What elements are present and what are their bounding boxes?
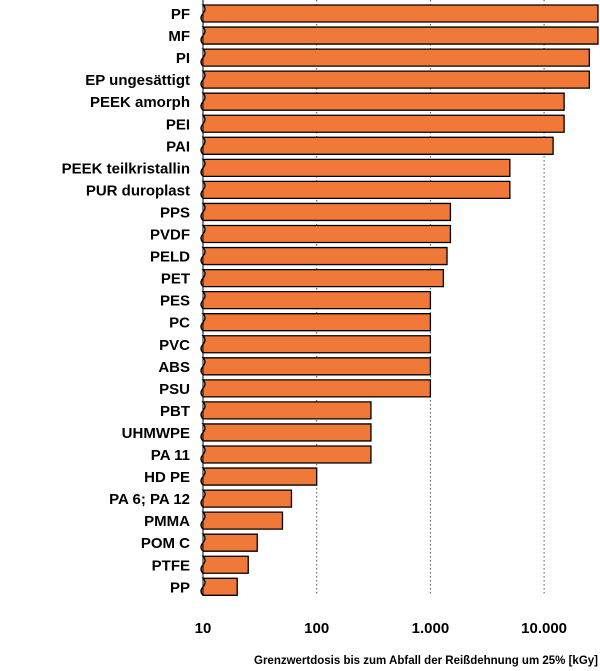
bar [200,246,448,266]
bar [200,48,590,67]
bar [200,577,238,596]
category-label: MF [168,28,190,45]
x-tick-label: 10 [195,620,212,637]
bar [200,224,452,244]
bar [200,379,432,398]
bar [200,136,554,155]
category-label: ABS [158,359,190,376]
category-label: PMMA [144,513,190,530]
category-label: PES [160,293,190,310]
category-label: PELD [150,249,190,266]
bar [200,357,432,376]
bar [200,511,284,530]
bar [200,70,590,89]
bar [200,313,432,332]
category-label: PEEK amorph [90,94,190,111]
bars [200,4,599,596]
bar [200,202,452,222]
category-label: PA 11 [151,447,190,464]
category-label: PC [169,315,190,332]
bar [200,533,258,552]
category-label: PVC [159,337,190,354]
bar [200,423,372,442]
bar [200,335,432,354]
grid-lines [316,0,545,596]
x-axis-title: Grenzwertdosis bis zum Abfall der Reißde… [254,655,598,667]
category-label: PTFE [152,557,190,574]
x-tick-label: 10.000 [521,620,567,637]
bar [200,180,511,200]
category-label: PUR duroplast [86,182,190,199]
category-labels: PF MF PI EP ungesättigt PEEK amorph PEI PAI PEE… [62,6,191,596]
bar [200,268,445,288]
category-label: PPS [160,204,190,221]
bar [200,4,599,23]
category-label: EP ungesättigt [85,72,190,89]
category-label: PVDF [150,227,190,244]
x-tick-labels: 10 100 1.000 10.000 [195,620,567,637]
category-label: PF [171,6,190,23]
bar [200,467,318,486]
category-label: POM C [141,535,190,552]
bar [200,555,249,574]
bar [200,401,372,420]
category-label: PET [161,271,190,288]
category-label: HD PE [144,469,190,486]
category-label: PBT [160,403,190,420]
x-tick-label: 100 [304,620,329,637]
category-label: PSU [159,381,190,398]
category-label: PEEK teilkristallin [62,160,190,177]
bar [200,92,565,111]
category-label: PAI [166,138,190,155]
category-label: PA 6; PA 12 [109,491,190,508]
category-label: PI [176,50,190,67]
bar [200,489,293,508]
bar [200,114,565,133]
category-label: PEI [166,116,190,133]
bar [200,291,432,310]
bar [200,26,599,45]
category-label: UHMWPE [122,425,190,442]
bar [200,445,372,464]
x-tick-label: 1.000 [412,620,450,637]
bar [200,158,511,177]
category-label: PP [170,579,190,596]
